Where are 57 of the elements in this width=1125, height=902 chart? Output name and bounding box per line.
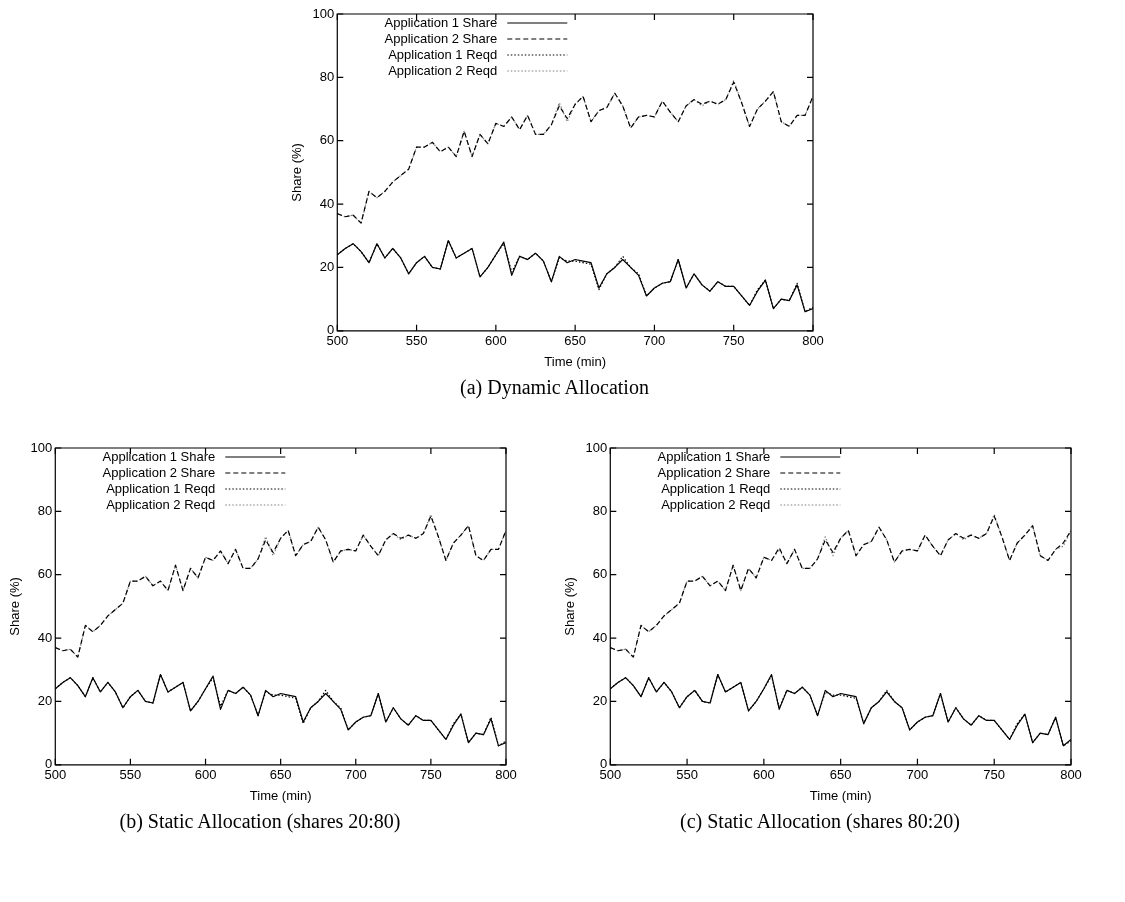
y-tick-label: 20 [592, 693, 608, 709]
y-tick-label: 60 [319, 132, 335, 148]
legend-label: Application 2 Share [657, 464, 771, 480]
x-tick-label: 800 [802, 333, 824, 349]
x-tick-label: 650 [269, 767, 292, 783]
x-tick-label: 500 [599, 767, 622, 783]
text: (c) Static Allocation (shares 80:20) [679, 810, 961, 833]
x-tick-label: 700 [643, 333, 666, 349]
y-tick-label: 80 [319, 68, 335, 84]
x-tick-label: 550 [676, 767, 698, 783]
y-tick-label: 40 [592, 629, 608, 645]
legend-label: Application 1 Reqd [106, 480, 216, 496]
x-tick-label: 650 [564, 333, 586, 349]
x-tick-label: 600 [485, 333, 507, 349]
y-tick-label: 40 [37, 629, 53, 645]
legend-label: Application 2 Share [102, 464, 216, 480]
y-tick-label: 60 [37, 566, 53, 582]
y-tick-label: 40 [319, 195, 335, 211]
y-axis-title: Share (%) [7, 577, 23, 636]
x-tick-label: 800 [495, 767, 517, 783]
x-tick-label: 550 [119, 767, 142, 783]
legend-label: Application 1 Share [102, 448, 216, 464]
x-tick-label: 700 [344, 767, 367, 783]
y-tick-label: 100 [585, 439, 608, 455]
y-axis-title: Share (%) [562, 577, 578, 636]
x-tick-label: 750 [722, 333, 745, 349]
text: (a) Dynamic Allocation [459, 376, 650, 399]
x-axis-title: Time (min) [544, 353, 606, 369]
y-tick-label: 60 [592, 566, 608, 582]
x-tick-label: 750 [983, 767, 1006, 783]
x-tick-label: 500 [326, 333, 349, 349]
y-axis-title: Share (%) [289, 143, 305, 202]
legend-label: Application 2 Share [384, 30, 498, 46]
x-axis-title: Time (min) [809, 787, 872, 803]
y-tick-label: 80 [592, 502, 608, 518]
x-tick-label: 500 [44, 767, 67, 783]
legend-label: Application 1 Reqd [661, 480, 771, 496]
y-tick-label: 80 [37, 502, 53, 518]
x-tick-label: 700 [906, 767, 929, 783]
legend-label: Application 2 Reqd [388, 62, 498, 78]
x-tick-label: 650 [829, 767, 852, 783]
legend-label: Application 1 Share [657, 448, 771, 464]
x-axis-title: Time (min) [249, 787, 312, 803]
legend-label: Application 2 Reqd [106, 496, 216, 512]
y-tick-label: 100 [312, 5, 335, 21]
y-tick-label: 100 [30, 439, 53, 455]
legend-label: Application 2 Reqd [661, 496, 771, 512]
x-tick-label: 750 [420, 767, 442, 783]
legend-label: Application 1 Share [384, 14, 498, 30]
x-tick-label: 800 [1060, 767, 1082, 783]
text: (b) Static Allocation (shares 20:80) [118, 810, 402, 833]
y-tick-label: 20 [37, 693, 53, 709]
x-tick-label: 550 [405, 333, 428, 349]
x-tick-label: 600 [753, 767, 775, 783]
y-tick-label: 20 [319, 259, 335, 275]
x-tick-label: 600 [194, 767, 217, 783]
legend-label: Application 1 Reqd [388, 46, 498, 62]
